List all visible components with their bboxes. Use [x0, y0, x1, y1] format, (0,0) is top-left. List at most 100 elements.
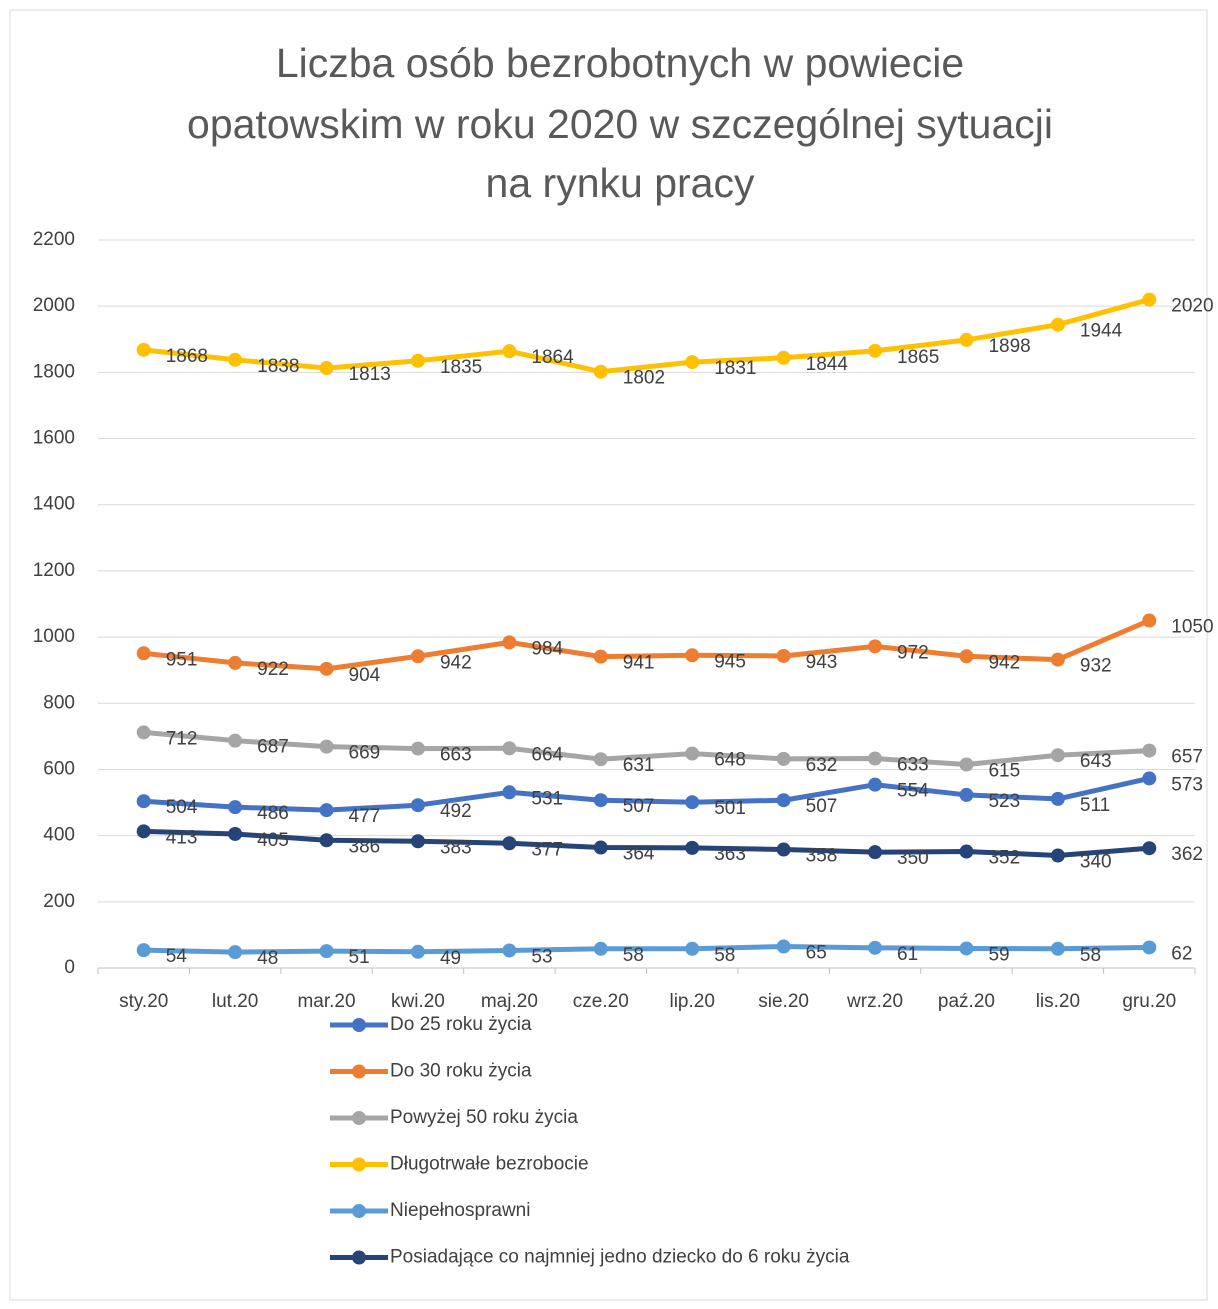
data-label: 2020	[1171, 296, 1213, 317]
point	[410, 798, 425, 813]
point	[319, 661, 334, 676]
data-label: 531	[531, 788, 563, 809]
y-tick-label: 400	[43, 825, 75, 846]
data-label: 1831	[714, 358, 756, 379]
data-label: 942	[440, 652, 472, 673]
data-label: 486	[257, 803, 289, 824]
legend-label: Do 25 roku życia	[390, 1014, 532, 1035]
point	[1050, 748, 1065, 763]
data-label: 1838	[257, 356, 299, 377]
legend-label: Długotrwałe bezrobocie	[390, 1154, 589, 1175]
point	[1142, 613, 1157, 628]
point	[136, 794, 151, 809]
data-label: 657	[1171, 747, 1203, 768]
data-label: 631	[623, 755, 655, 776]
point	[593, 364, 608, 379]
data-label: 49	[440, 948, 461, 969]
data-label: 1813	[349, 364, 391, 385]
y-tick-label: 1800	[33, 361, 75, 382]
data-label: 363	[714, 844, 746, 865]
data-label: 377	[531, 839, 563, 860]
point	[228, 352, 243, 367]
data-label: 712	[166, 728, 198, 749]
data-label: 504	[166, 797, 198, 818]
point	[1142, 841, 1157, 856]
y-tick-label: 1400	[33, 494, 75, 515]
point	[319, 739, 334, 754]
point	[319, 944, 334, 959]
point	[776, 350, 791, 365]
y-tick-label: 1600	[33, 428, 75, 449]
point	[1142, 743, 1157, 758]
legend-label: Niepełnosprawni	[390, 1200, 530, 1221]
y-tick-label: 1200	[33, 560, 75, 581]
data-label: 932	[1080, 656, 1112, 677]
data-label: 1944	[1080, 321, 1123, 342]
data-label: 340	[1080, 852, 1112, 873]
point	[1142, 940, 1157, 955]
x-tick-label: gru.20	[1122, 991, 1176, 1012]
x-tick-label: sie.20	[758, 991, 809, 1012]
data-label: 1844	[806, 354, 849, 375]
data-label: 1835	[440, 357, 482, 378]
point	[410, 944, 425, 959]
series-line	[143, 828, 1150, 858]
point	[685, 795, 700, 810]
data-label: 643	[1080, 751, 1112, 772]
point	[136, 646, 151, 661]
point	[136, 342, 151, 357]
data-label: 350	[897, 848, 929, 869]
point	[685, 355, 700, 370]
point	[319, 803, 334, 818]
data-label: 1864	[531, 347, 574, 368]
point	[502, 836, 517, 851]
point	[868, 343, 883, 358]
data-label: 58	[714, 945, 735, 966]
data-label: 945	[714, 651, 746, 672]
point	[868, 940, 883, 955]
data-label: 386	[349, 836, 381, 857]
data-label: 687	[257, 737, 289, 758]
point	[228, 826, 243, 841]
point	[228, 800, 243, 815]
point	[776, 648, 791, 663]
chart-title: opatowskim w roku 2020 w szczególnej syt…	[187, 101, 1053, 147]
x-tick-label: lis.20	[1036, 991, 1080, 1012]
point	[502, 943, 517, 958]
data-label: 942	[988, 652, 1020, 673]
data-label: 413	[166, 827, 198, 848]
point	[410, 741, 425, 756]
point	[136, 943, 151, 958]
x-tick-label: kwi.20	[391, 991, 445, 1012]
data-label: 922	[257, 659, 289, 680]
series-line	[143, 775, 1150, 813]
data-label: 61	[897, 944, 918, 965]
point	[502, 635, 517, 650]
data-label: 554	[897, 781, 929, 802]
data-label: 352	[988, 848, 1020, 869]
point	[502, 344, 517, 359]
point	[776, 751, 791, 766]
point	[868, 751, 883, 766]
data-label: 1898	[988, 336, 1030, 357]
data-label: 59	[988, 944, 1009, 965]
point	[410, 649, 425, 664]
data-label: 1868	[166, 346, 208, 367]
point	[685, 941, 700, 956]
point	[593, 793, 608, 808]
data-label: 943	[806, 652, 838, 673]
point	[319, 833, 334, 848]
data-label: 507	[623, 796, 655, 817]
series-line	[143, 297, 1150, 375]
data-label: 492	[440, 801, 472, 822]
series-line	[143, 618, 1151, 672]
point	[1050, 317, 1065, 332]
point	[502, 785, 517, 800]
data-label: 58	[1080, 945, 1101, 966]
data-label: 501	[714, 798, 746, 819]
data-label: 54	[166, 946, 188, 967]
data-label: 972	[897, 642, 929, 663]
point	[1050, 941, 1065, 956]
point	[228, 655, 243, 670]
